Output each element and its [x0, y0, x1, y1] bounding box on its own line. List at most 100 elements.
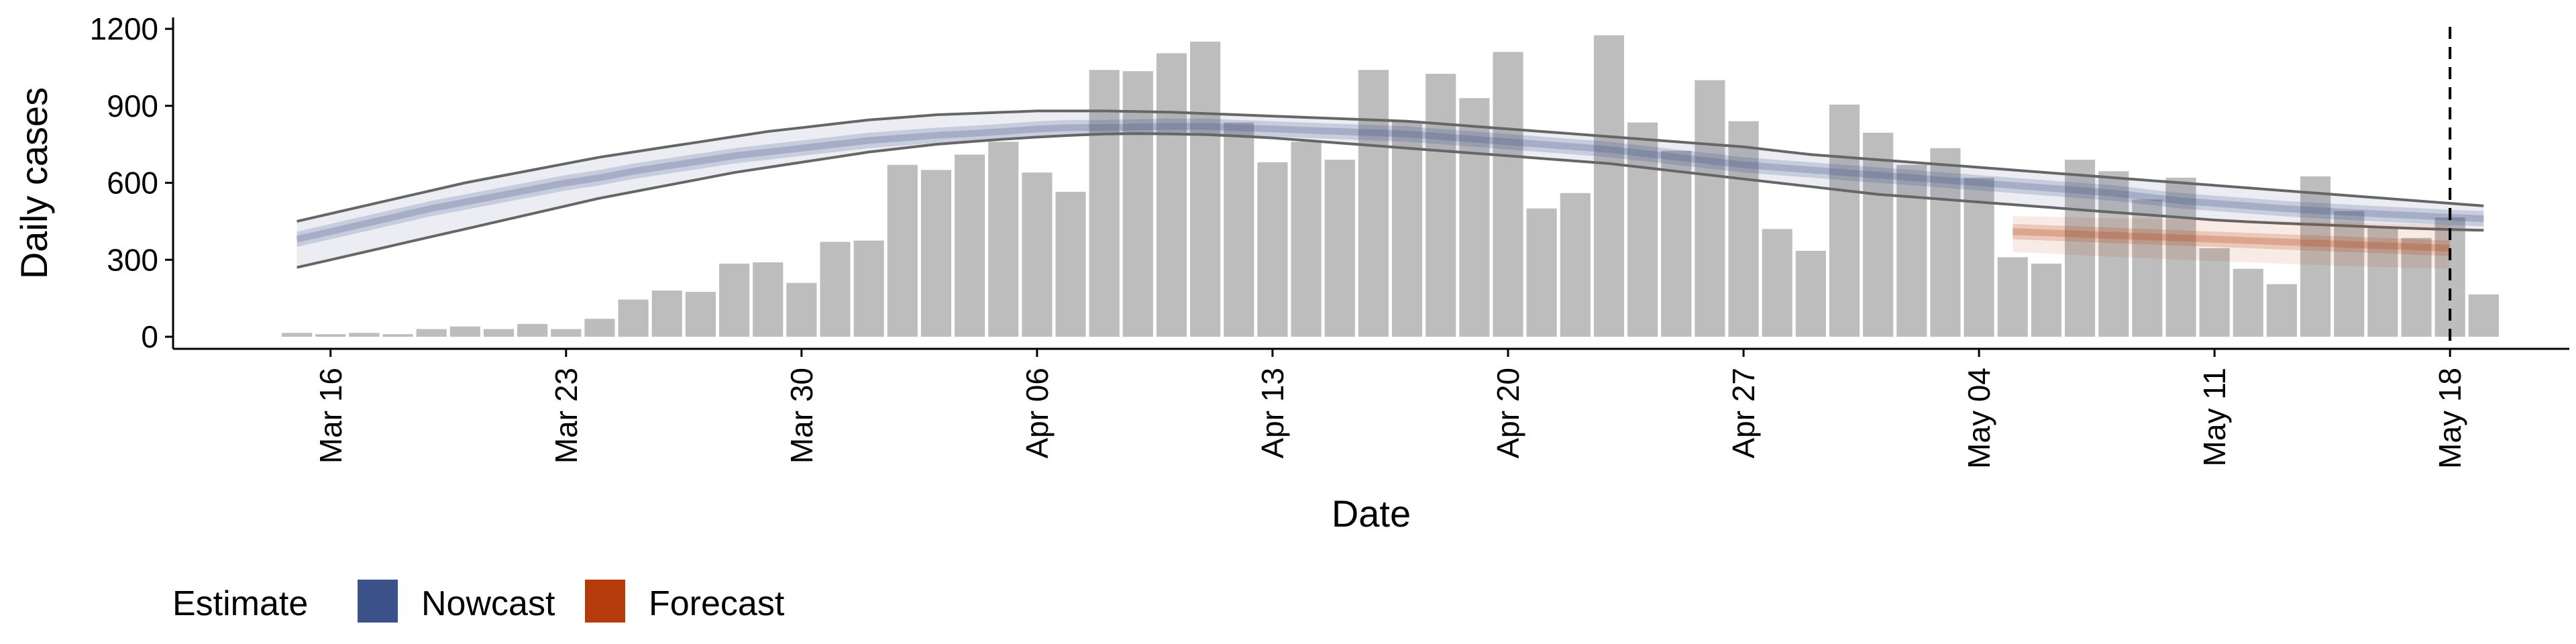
bar-21	[988, 142, 1019, 337]
legend-label-forecast: Forecast	[649, 584, 785, 623]
bar-7	[517, 323, 548, 337]
bar-56	[2165, 177, 2196, 337]
bar-28	[1224, 122, 1254, 337]
bar-26	[1156, 53, 1187, 337]
bar-17	[853, 240, 884, 337]
bar-1	[315, 334, 346, 337]
bar-46	[1829, 104, 1860, 337]
bar-13	[718, 263, 750, 337]
bar-29	[1257, 162, 1288, 337]
x-tick-label-Apr-27: Apr 27	[1726, 368, 1761, 459]
x-tick-label-Apr-06: Apr 06	[1020, 368, 1055, 459]
bar-2	[349, 333, 380, 337]
bar-18	[887, 164, 918, 337]
bar-34	[1426, 73, 1456, 337]
bar-42	[1695, 80, 1725, 337]
bar-62	[2367, 227, 2398, 337]
bar-59	[2266, 284, 2298, 337]
nowcast-median-line	[296, 123, 2484, 243]
bar-44	[1762, 229, 1792, 337]
bars-layer	[282, 35, 2499, 337]
x-tick-label-Mar-23: Mar 23	[549, 368, 584, 464]
bar-35	[1459, 98, 1490, 337]
x-tick-label-Mar-30: Mar 30	[784, 368, 819, 464]
y-tick-label-600: 600	[107, 166, 158, 201]
y-tick-label-1200: 1200	[90, 11, 158, 46]
bar-22	[1022, 172, 1053, 337]
x-tick-label-Mar-16: Mar 16	[313, 368, 348, 464]
bar-14	[753, 262, 784, 337]
bar-39	[1593, 35, 1625, 337]
legend-label-nowcast: Nowcast	[421, 584, 555, 623]
nowcast-lower-line	[297, 132, 2484, 269]
x-axis-title: Date	[1332, 492, 1411, 535]
bar-57	[2199, 248, 2230, 337]
x-tick-label-May-04: May 04	[1962, 368, 1996, 469]
y-tick-label-900: 900	[107, 89, 158, 123]
bar-54	[2098, 171, 2129, 337]
bar-60	[2300, 176, 2331, 337]
nowcast-ribbon-90	[297, 111, 2484, 268]
bar-30	[1291, 142, 1322, 337]
bar-4	[416, 329, 447, 337]
bar-20	[955, 154, 985, 337]
forecast-ribbon-90	[2012, 216, 2451, 269]
bar-11	[651, 290, 682, 337]
bar-63	[2401, 237, 2432, 337]
bar-3	[382, 334, 413, 337]
bar-43	[1728, 121, 1759, 337]
y-tick-label-0: 0	[141, 319, 158, 354]
bar-19	[920, 170, 952, 337]
bar-12	[685, 292, 716, 337]
legend-swatch-nowcast	[358, 580, 398, 623]
bar-37	[1526, 208, 1557, 337]
bar-6	[483, 329, 515, 337]
bar-23	[1055, 191, 1086, 337]
x-tick-label-Apr-20: Apr 20	[1491, 368, 1525, 459]
bar-45	[1795, 250, 1826, 337]
bar-40	[1627, 122, 1658, 337]
bar-9	[584, 319, 615, 337]
bar-52	[2031, 263, 2061, 337]
nowcast-ribbon-50	[297, 118, 2484, 248]
legend-title: Estimate	[172, 584, 308, 623]
x-tick-label-Apr-13: Apr 13	[1255, 368, 1290, 459]
forecast-ribbon-50	[2012, 223, 2451, 256]
bar-33	[1391, 121, 1423, 337]
bar-8	[551, 329, 582, 337]
bar-15	[786, 282, 817, 337]
bar-48	[1896, 164, 1927, 337]
bar-32	[1358, 70, 1389, 337]
bar-50	[1964, 177, 1994, 337]
bar-27	[1190, 42, 1221, 337]
bar-58	[2233, 268, 2263, 337]
bar-38	[1560, 193, 1591, 337]
bar-61	[2334, 211, 2365, 337]
y-tick-label-300: 300	[107, 242, 158, 277]
bar-10	[618, 299, 649, 337]
bar-47	[1863, 132, 1894, 337]
bar-25	[1122, 71, 1153, 337]
bar-65	[2468, 294, 2499, 337]
legend-swatch-forecast	[585, 580, 625, 623]
bar-49	[1930, 148, 1961, 337]
y-axis-title: Daily cases	[13, 87, 55, 279]
ribbons-layer	[296, 109, 2484, 269]
x-tick-label-May-18: May 18	[2432, 368, 2467, 469]
bar-41	[1661, 150, 1692, 337]
y-ticks: 0 300 600 900 1200	[90, 11, 173, 354]
bar-55	[2132, 199, 2163, 337]
x-ticks: Mar 16 Mar 23 Mar 30 Apr 06 Apr 13 Apr 20 Apr …	[313, 349, 2467, 469]
bar-0	[282, 333, 313, 337]
bar-53	[2064, 160, 2096, 337]
bar-36	[1493, 52, 1523, 337]
legend: Estimate Nowcast Forecast	[172, 580, 785, 623]
bar-51	[1997, 257, 2028, 337]
nowcast-upper-line	[297, 109, 2484, 223]
forecast-median-line	[2012, 228, 2451, 252]
bar-5	[449, 326, 480, 337]
bar-24	[1089, 70, 1120, 337]
bar-16	[820, 241, 851, 337]
bar-31	[1324, 160, 1355, 337]
